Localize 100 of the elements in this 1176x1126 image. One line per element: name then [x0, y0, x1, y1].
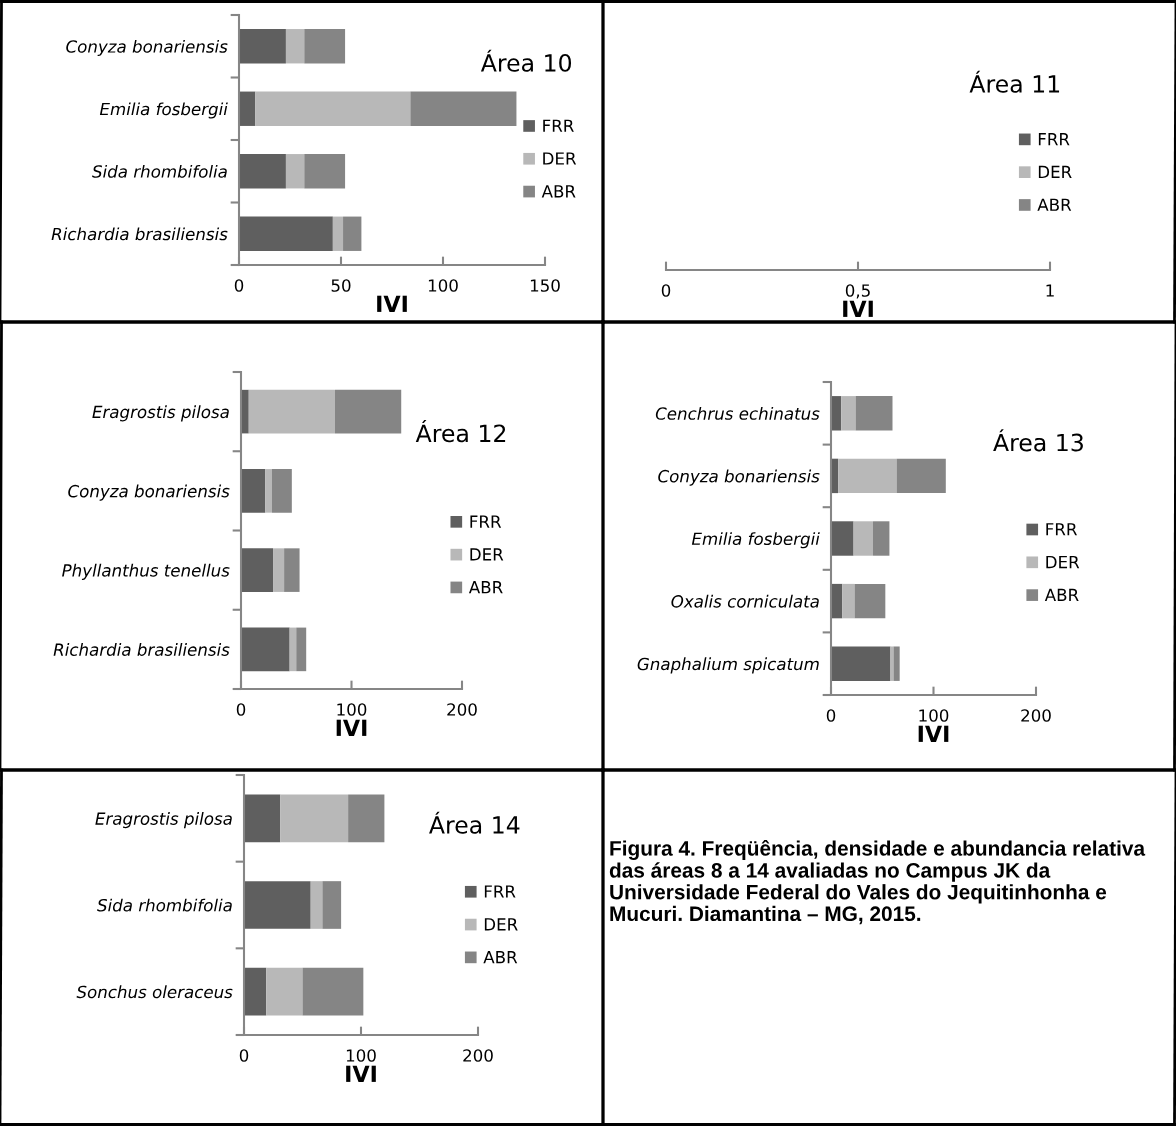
bar [241, 469, 266, 513]
bar [244, 881, 311, 929]
legend-label: DER [543, 152, 577, 165]
x-tick-label: 150 [530, 279, 560, 292]
legend-label: DER [1046, 555, 1080, 569]
bar [310, 881, 323, 929]
bar [296, 627, 307, 672]
x-axis-title: IVI [346, 1065, 376, 1082]
text: 1 [1046, 284, 1054, 297]
legend-label: ABR [483, 951, 518, 964]
bar [893, 646, 900, 681]
legend-label: FRR [543, 119, 574, 132]
x-tick-label: 0 [236, 703, 246, 716]
y-tick-label: Richardia brasiliensis [51, 227, 228, 241]
x-tick-label: 200 [447, 703, 477, 716]
legend-label: FRR [484, 885, 516, 898]
text: 0,5 [845, 284, 870, 299]
bar [266, 967, 303, 1016]
bar [304, 154, 346, 189]
y-tick-label: Conyza bonariensis [66, 39, 228, 57]
bar [241, 548, 274, 592]
legend-label: DER [1038, 165, 1072, 178]
bar [348, 794, 385, 843]
bar [239, 29, 286, 64]
y-tick-label: Emilia fosbergii [691, 532, 820, 549]
bar [304, 29, 346, 64]
x-axis-title: IVI [336, 719, 367, 736]
text: Área 10 [480, 49, 572, 72]
legend-label: FRR [1038, 133, 1070, 146]
bar [332, 216, 344, 251]
bar [284, 548, 300, 592]
y-tick-label: Conyza bonariensis [68, 484, 230, 501]
y-tick-label: Richardia brasiliensis [53, 643, 230, 656]
x-tick-label: 0 [234, 279, 244, 292]
x-tick-label: 100 [428, 279, 458, 292]
y-tick-label: Cenchrus echinatus [655, 406, 820, 420]
bar [410, 91, 517, 126]
x-tick-label: 50 [331, 279, 351, 292]
bar [255, 91, 411, 126]
x-tick-label: 200 [1021, 709, 1051, 722]
bar [322, 881, 342, 929]
bar [244, 794, 281, 843]
bar [239, 154, 286, 189]
bar [854, 583, 886, 619]
y-tick-label: Gnaphalium spicatum [637, 657, 819, 674]
bar [873, 521, 890, 556]
bar [280, 794, 349, 843]
text: Área 11 [969, 70, 1060, 93]
text: Área 14 [429, 811, 520, 834]
legend-label: DER [484, 918, 518, 931]
bar [241, 627, 290, 672]
y-tick-label: Eragrostis pilosa [92, 405, 229, 422]
bar [271, 469, 292, 513]
legend-label: ABR [1044, 588, 1079, 601]
text: Figura 4. Freqüência, densidade e abundancia relativa das áreas 8 a 14 avaliadas no Campus JK da Universidade Federal do Vales do Jequitinhonha e Mucuri. Diamantina – MG, 2015. [609, 840, 1146, 925]
x-tick-label: 200 [463, 1049, 493, 1062]
bar [831, 521, 854, 556]
bar [244, 967, 267, 1016]
bar [841, 396, 856, 431]
y-tick-label: Sonchus oleraceus [76, 985, 233, 999]
text: IVI [843, 300, 873, 317]
y-tick-label: Emilia fosbergii [99, 102, 228, 119]
bar [273, 548, 285, 592]
bar [265, 469, 272, 513]
y-tick-label: Sida rhombifolia [97, 898, 232, 912]
bar [285, 154, 305, 189]
bar [842, 583, 855, 619]
bar [334, 389, 402, 434]
y-tick-label: Phyllanthus tenellus [62, 563, 230, 580]
bar [285, 29, 305, 64]
x-tick-label: 100 [346, 1049, 376, 1062]
y-tick-label: Eragrostis pilosa [95, 812, 232, 829]
legend-label: ABR [541, 185, 576, 198]
legend-label: ABR [1037, 198, 1072, 211]
bar [248, 389, 335, 434]
bar [239, 216, 333, 251]
legend-label: FRR [1046, 523, 1077, 536]
bar [896, 458, 946, 494]
legend-label: ABR [468, 581, 503, 594]
bar [831, 646, 891, 681]
bar [853, 521, 874, 556]
x-tick-label: 100 [919, 709, 949, 722]
x-tick-label: 0 [239, 1049, 249, 1062]
y-tick-label: Sida rhombifolia [92, 164, 227, 178]
y-tick-label: Oxalis corniculata [671, 594, 819, 608]
x-axis-title: IVI [918, 725, 949, 742]
legend-label: FRR [470, 515, 502, 528]
bar [890, 646, 894, 681]
x-axis-title: IVI [377, 295, 407, 312]
legend-label: DER [470, 548, 504, 561]
text: Área 13 [993, 429, 1083, 452]
x-tick-label: 100 [337, 703, 367, 716]
bar [302, 967, 364, 1016]
bar [855, 396, 893, 431]
x-tick-label: 0 [826, 709, 836, 722]
bar [343, 216, 362, 251]
y-tick-label: Conyza bonariensis [658, 469, 820, 486]
text: Área 12 [415, 420, 506, 443]
bar [239, 91, 256, 126]
bar [838, 458, 897, 494]
